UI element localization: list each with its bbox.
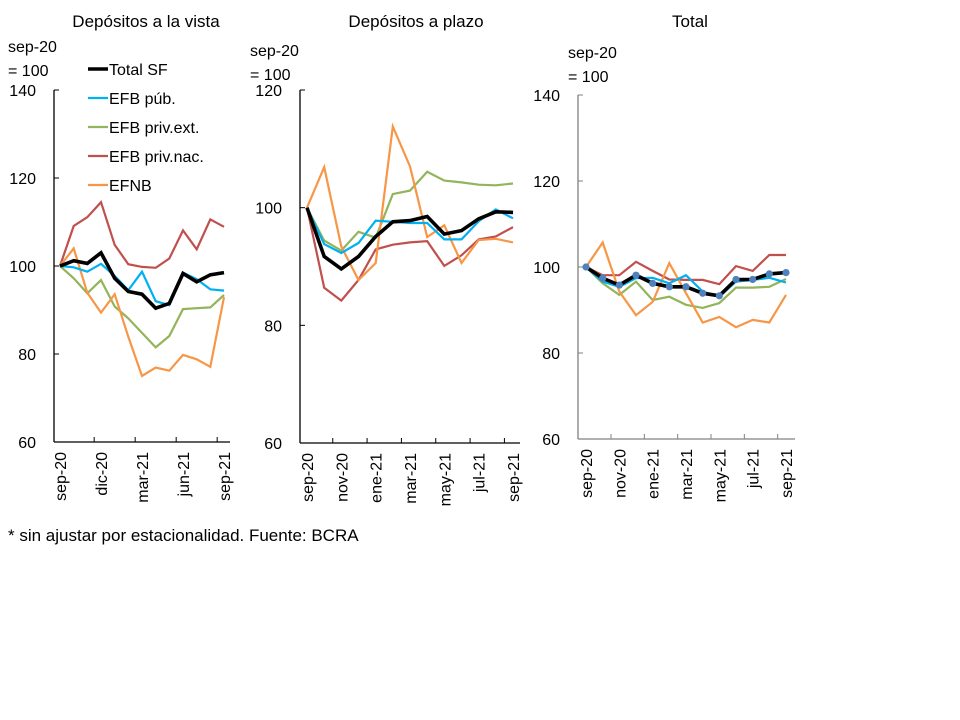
- data-point: [615, 281, 623, 289]
- x-tick-label: mar-21: [679, 449, 696, 500]
- series-line-total-sf: [59, 250, 225, 311]
- data-point: [582, 263, 590, 271]
- x-tick-label: mar-21: [403, 453, 420, 504]
- y-tick-label: 120: [533, 174, 560, 191]
- x-tick-label: sep-20: [300, 453, 317, 502]
- data-point: [765, 270, 773, 278]
- y-tick-label: 140: [9, 83, 36, 100]
- chart-panel-2: Depósitos a plazo sep-20 = 100 60 80 100 120 se…: [250, 12, 523, 506]
- x-tick-label: jul-21: [746, 449, 763, 489]
- y-tick-label: 100: [9, 259, 36, 276]
- x-tick-label: nov-20: [612, 449, 629, 498]
- x-tick-label: jun-21: [176, 452, 193, 498]
- y-tick-label: 120: [9, 171, 36, 188]
- y-tick-label: 80: [542, 346, 560, 363]
- x-tick-label: sep-20: [579, 449, 596, 498]
- series-line-efb-p-b-: [59, 262, 225, 307]
- y-tick-label: 140: [533, 88, 560, 105]
- y-tick-label: 60: [18, 435, 36, 452]
- footnote: * sin ajustar por estacionalidad. Fuente…: [8, 526, 359, 545]
- y-tick-label: 100: [255, 201, 282, 218]
- y-tick-label: 60: [264, 436, 282, 453]
- data-point: [715, 292, 723, 300]
- unit-label: = 100: [568, 69, 609, 86]
- legend-label: Total SF: [109, 62, 168, 79]
- legend-label: EFB priv.nac.: [109, 149, 204, 166]
- legend-label: EFB púb.: [109, 91, 176, 108]
- unit-label: sep-20: [250, 43, 299, 60]
- chart-title: Depósitos a la vista: [72, 12, 220, 31]
- x-tick-label: sep-21: [217, 452, 234, 501]
- series-line-efb-priv-nac-: [58, 200, 225, 269]
- series-line-efnb: [59, 246, 226, 378]
- unit-label: = 100: [8, 63, 49, 80]
- y-tick-label: 80: [18, 347, 36, 364]
- legend-label: EFB priv.ext.: [109, 120, 199, 137]
- x-tick-label: sep-20: [53, 452, 70, 501]
- y-tick-label: 80: [264, 318, 282, 335]
- data-point: [632, 271, 640, 279]
- legend-label: EFNB: [109, 178, 152, 195]
- series-line-total-sf: [305, 207, 514, 272]
- x-tick-label: ene-21: [369, 453, 386, 503]
- series-line-efb-priv-ext-: [306, 170, 514, 252]
- series-line-efb-priv-nac-: [585, 253, 786, 286]
- series-line-efb-priv-ext-: [585, 266, 787, 310]
- x-tick-label: nov-20: [334, 453, 351, 502]
- data-point: [649, 279, 657, 287]
- unit-label: = 100: [250, 67, 291, 84]
- x-tick-label: may-21: [712, 449, 729, 502]
- y-tick-label: 60: [542, 432, 560, 449]
- data-point: [699, 289, 707, 297]
- series-line-efnb: [305, 122, 514, 282]
- series-line-efb-priv-ext-: [59, 265, 225, 349]
- data-point: [749, 275, 757, 284]
- series-line-efnb: [585, 240, 787, 329]
- x-tick-label: may-21: [437, 453, 454, 506]
- unit-label: sep-20: [568, 45, 617, 62]
- chart-panel-3: Total sep-20 = 100 60 80 100 120 140 sep-20 nov-2…: [533, 12, 796, 502]
- data-point: [732, 275, 740, 284]
- chart-panel-1: Depósitos a la vista sep-20 = 100 60 80 100 12…: [8, 12, 234, 503]
- x-tick-label: sep-21: [506, 453, 523, 502]
- data-point: [682, 283, 690, 291]
- y-tick-label: 100: [533, 260, 560, 277]
- x-tick-label: sep-21: [779, 449, 796, 498]
- chart-title: Total: [672, 12, 708, 31]
- x-tick-label: jul-21: [472, 453, 489, 493]
- data-point: [782, 268, 790, 277]
- y-tick-label: 120: [255, 83, 282, 100]
- legend: Total SF EFB púb. EFB priv.ext. EFB priv.na…: [88, 62, 204, 195]
- x-tick-label: mar-21: [135, 452, 152, 503]
- x-tick-label: ene-21: [646, 449, 663, 499]
- data-point: [599, 274, 607, 282]
- unit-label: sep-20: [8, 39, 57, 56]
- data-point: [665, 283, 673, 291]
- chart-title: Depósitos a plazo: [348, 12, 483, 31]
- x-tick-label: dic-20: [94, 452, 111, 496]
- series-line-efb-p-b-: [306, 207, 514, 255]
